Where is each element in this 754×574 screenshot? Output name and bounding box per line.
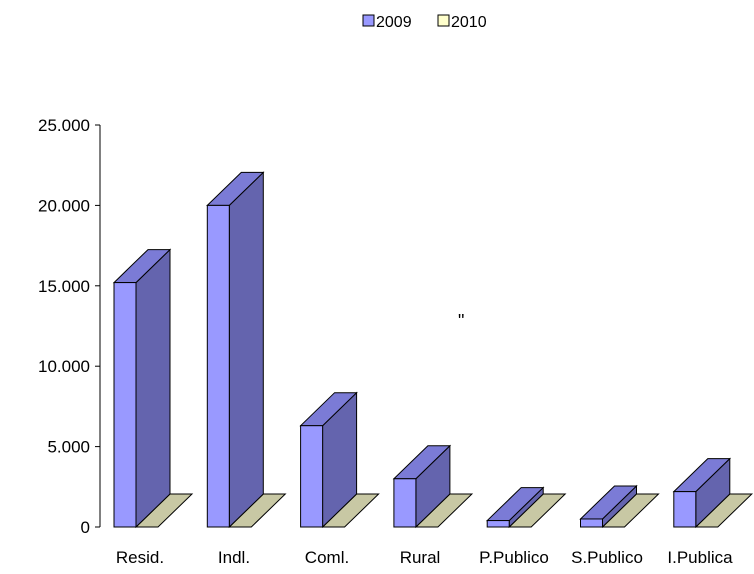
y-tick-label: 15.000 xyxy=(38,277,90,296)
category-label: Resid. xyxy=(116,548,164,567)
category-label: P.Publico xyxy=(479,548,549,567)
bar-2009 xyxy=(580,518,603,528)
y-tick-label: 0 xyxy=(81,518,90,537)
y-tick-label: 5.000 xyxy=(47,438,90,457)
category-label: S.Publico xyxy=(571,548,643,567)
category-label: Indl. xyxy=(218,548,250,567)
bar-2009 xyxy=(393,478,417,528)
category-labels: Resid. Indl. Coml. Rural P.Publico S.Publico I… xyxy=(116,548,733,567)
bars xyxy=(112,171,754,529)
category-label: Coml. xyxy=(305,548,349,567)
bar-2009 xyxy=(113,282,137,528)
y-tick-labels: 0 5.000 10.000 15.000 20.000 25.000 xyxy=(38,116,90,537)
y-tick-label: 25.000 xyxy=(38,116,90,135)
bar-2009 xyxy=(206,204,230,528)
legend: 2009 2010 xyxy=(362,14,487,31)
y-tick-label: 20.000 xyxy=(38,196,90,215)
category-label: I.Publica xyxy=(667,548,733,567)
legend-label-2010: 2010 xyxy=(451,14,487,31)
bar-2009 xyxy=(673,491,697,528)
bar-2009-side xyxy=(228,171,264,529)
category-label: Rural xyxy=(400,548,441,567)
bar-2009-side xyxy=(135,248,171,529)
legend-label-2009: 2009 xyxy=(376,14,412,31)
y-tick-label: 10.000 xyxy=(38,357,90,376)
legend-swatch-2010 xyxy=(437,14,450,27)
y-axis xyxy=(95,124,101,528)
annotation-mark: " xyxy=(458,311,464,331)
bar-2009 xyxy=(300,425,324,528)
legend-swatch-2009 xyxy=(362,14,375,27)
bar-2009 xyxy=(486,520,510,528)
